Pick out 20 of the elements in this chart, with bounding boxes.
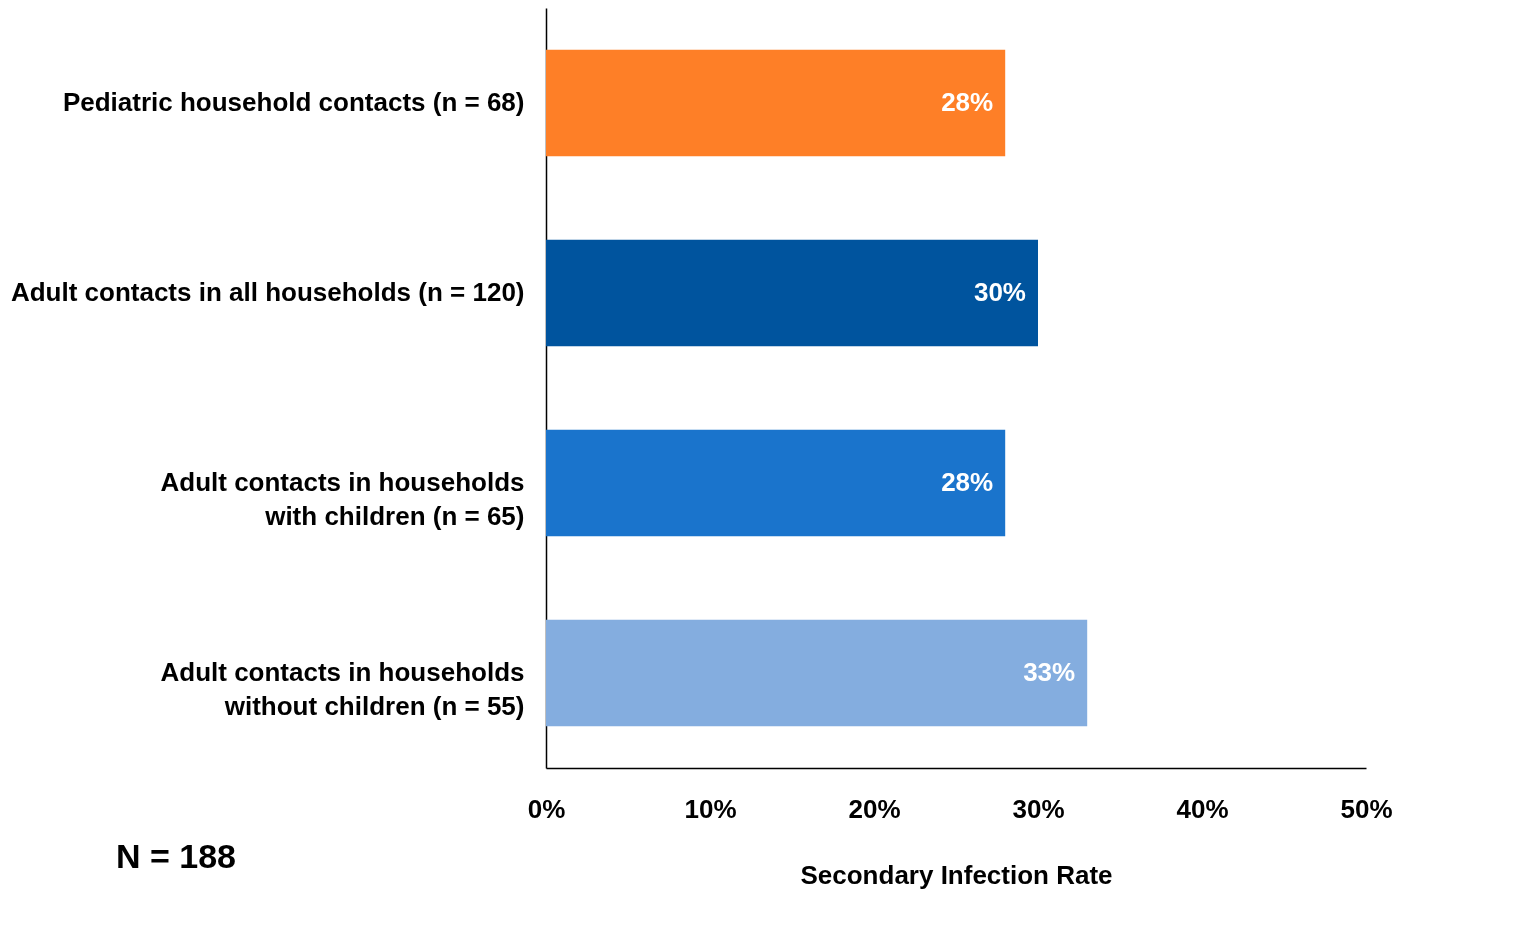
data-label: 28% [941,467,994,497]
bar [546,239,1038,347]
x-tick-label: 40% [1176,793,1229,824]
x-tick-label: 10% [684,793,737,824]
y-tick-label: Adult contacts in all households (n = 120) [10,277,525,307]
y-tick-label: Adult contacts in households without children (n = 55) [160,657,525,721]
x-tick-label: 50% [1340,793,1393,824]
x-tick-label: 30% [1012,793,1065,824]
data-label: 30% [973,277,1026,307]
text: N = 188 [116,837,237,875]
y-tick-label: Pediatric household contacts (n = 68) [62,87,525,117]
x-tick-label: 20% [848,793,901,824]
bar [546,619,1088,727]
data-label: 33% [1023,657,1076,687]
x-tick-label: 0% [527,793,566,824]
bar [546,49,1006,157]
bar [546,429,1006,537]
x-axis-title: Secondary Infection Rate [800,859,1113,890]
data-label: 28% [941,87,994,117]
y-tick-label: Adult contacts in households with children (n = 65) [160,467,525,531]
